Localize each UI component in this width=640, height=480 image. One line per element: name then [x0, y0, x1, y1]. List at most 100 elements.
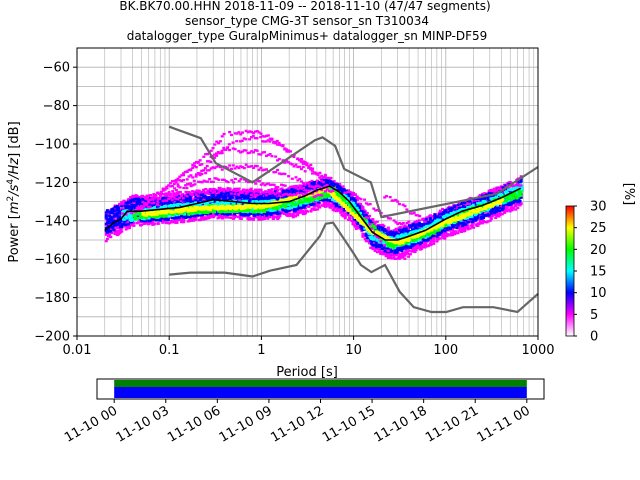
pdf-cell — [140, 202, 144, 205]
pdf-cell — [286, 212, 290, 216]
pdf-cell — [220, 213, 224, 216]
pdf-cell — [166, 217, 170, 221]
pdf-cell — [438, 209, 442, 212]
pdf-cell — [468, 227, 472, 230]
pdf-cell — [418, 240, 422, 243]
pdf-cell — [280, 197, 284, 200]
pdf-cell — [172, 192, 176, 195]
pdf-cell — [333, 206, 337, 209]
pdf-cell — [424, 245, 428, 248]
pdf-cell — [253, 191, 257, 194]
pdf-cell — [234, 198, 238, 201]
chart-title-line-2: sensor_type CMG-3T sensor_sn T310034 — [185, 14, 429, 28]
pdf-cell — [123, 204, 127, 207]
pdf-cell — [324, 203, 328, 206]
pdf-cell — [323, 176, 327, 179]
pdf-cell — [456, 231, 460, 235]
pdf-cell — [120, 230, 124, 233]
pdf-cell — [164, 219, 168, 223]
pdf-cell — [130, 195, 134, 199]
pdf-cell — [261, 196, 265, 200]
pdf-cell — [184, 216, 188, 219]
pdf-cell — [270, 198, 274, 201]
pdf-cell — [316, 179, 320, 182]
pdf-cell — [286, 188, 290, 191]
pdf-cell — [115, 214, 119, 218]
pdf-cell — [116, 233, 120, 236]
pdf-cell — [228, 212, 232, 216]
pdf-cell — [468, 219, 472, 222]
pdf-cell — [354, 224, 358, 227]
pdf-cell — [249, 192, 253, 195]
pdf-cell — [127, 226, 131, 230]
pdf-cell — [215, 197, 219, 200]
pdf-cell — [285, 208, 289, 212]
pdf-cell — [496, 213, 500, 216]
pdf-cell — [179, 215, 183, 218]
pdf-cell — [111, 227, 115, 230]
pdf-cell — [310, 207, 314, 210]
pdf-cell — [231, 217, 235, 220]
pdf-cell — [413, 221, 417, 224]
pdf-cell — [198, 198, 202, 201]
pdf-cell — [109, 230, 113, 233]
pdf-cell — [373, 222, 377, 225]
pdf-cell — [229, 194, 233, 197]
pdf-cell — [105, 237, 109, 241]
pdf-cell — [248, 218, 252, 221]
pdf-cell — [120, 227, 124, 230]
pdf-cell — [238, 215, 242, 219]
pdf-cell — [382, 224, 386, 228]
pdf-cell — [113, 204, 117, 207]
pdf-cell — [163, 217, 167, 221]
pdf-cell — [378, 249, 382, 252]
pdf-cell — [119, 212, 123, 215]
pdf-cell — [451, 228, 455, 232]
pdf-cell — [223, 188, 227, 191]
pdf-cell — [217, 216, 221, 219]
pdf-cell — [374, 225, 378, 228]
pdf-cell — [220, 216, 224, 220]
pdf-cell — [199, 197, 203, 200]
pdf-cell — [321, 204, 325, 207]
pdf-cell — [188, 215, 192, 219]
pdf-cell — [126, 223, 130, 226]
pdf-cell — [285, 210, 289, 213]
pdf-cell — [505, 210, 509, 213]
pdf-cell — [225, 215, 229, 218]
pdf-cell — [516, 206, 520, 210]
pdf-cell — [350, 219, 354, 223]
pdf-cell — [314, 183, 318, 186]
pdf-cell — [276, 199, 280, 202]
pdf-cell — [161, 221, 165, 224]
pdf-cell — [430, 243, 434, 246]
pdf-cell — [457, 201, 461, 205]
pdf-cell — [407, 249, 411, 252]
pdf-cell — [158, 194, 162, 197]
pdf-cell — [368, 214, 372, 218]
pdf-cell — [338, 183, 342, 186]
pdf-cell — [168, 192, 172, 196]
pdf-cell — [110, 231, 114, 235]
pdf-cell — [129, 200, 133, 203]
pdf-cell — [177, 216, 181, 219]
pdf-cell — [132, 201, 136, 204]
pdf-cell — [403, 254, 407, 257]
pdf-cell — [243, 198, 247, 201]
pdf-cell — [276, 188, 280, 192]
pdf-cell — [194, 195, 198, 198]
pdf-cell — [191, 192, 195, 195]
pdf-cell — [104, 229, 108, 232]
pdf-cell — [268, 212, 272, 215]
pdf-cell — [146, 197, 150, 200]
pdf-cell — [361, 232, 365, 236]
pdf-cell — [276, 214, 280, 218]
pdf-cell — [488, 219, 492, 222]
pdf-cell — [119, 228, 123, 231]
pdf-cell — [112, 229, 116, 232]
pdf-cell — [431, 215, 435, 218]
pdf-cell — [385, 253, 389, 256]
pdf-cell — [278, 212, 282, 215]
pdf-cell — [259, 188, 263, 192]
pdf-cell — [204, 187, 208, 191]
